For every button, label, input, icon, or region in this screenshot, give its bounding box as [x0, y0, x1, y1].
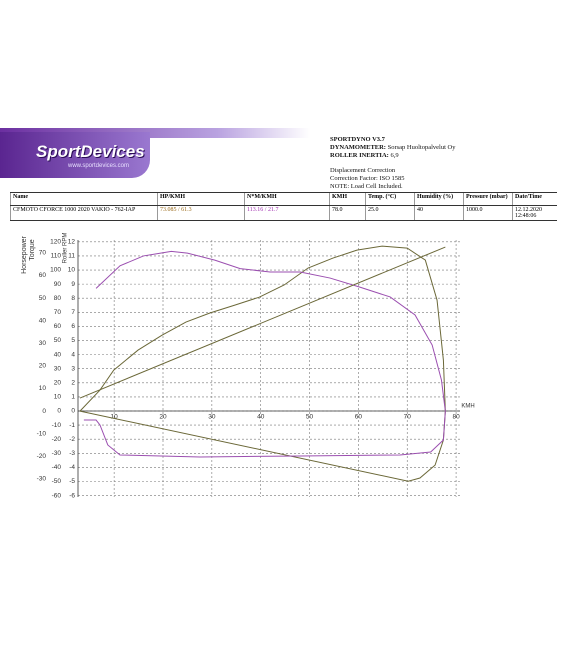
logo-bar: [0, 128, 310, 138]
x-tick-label: 20: [159, 414, 167, 421]
header-title: SPORTDYNO V3.7: [330, 136, 385, 143]
cell: CFMOTO CFORCE 1000 2020 VAKIO - 762-IAP: [10, 205, 158, 221]
header-note: Correction Factor: ISO 1585: [330, 175, 405, 182]
y2-tick-label: -20: [52, 436, 62, 443]
y2-tick-label: 100: [50, 267, 61, 274]
header: SPORTDYNO V3.7 DYNAMOMETER: Sorsap Huolt…: [330, 136, 455, 191]
y3-tick-label: 3: [71, 365, 75, 372]
y2-tick-label: -50: [52, 478, 62, 485]
y-tick-label: 70: [39, 250, 47, 257]
y2-tick-label: 0: [57, 408, 61, 415]
y2-tick-label: -40: [52, 464, 62, 471]
y-tick-label: 20: [39, 363, 47, 370]
y2-tick-label: 120: [50, 239, 61, 246]
header-value: Sorsap Huoltopalvelut Oy: [387, 144, 456, 151]
y2-tick-label: 70: [54, 309, 62, 316]
y3-tick-label: 7: [71, 309, 75, 316]
y2-tick-label: 50: [54, 337, 62, 344]
header-note: NOTE: Load Cell Included.: [330, 183, 403, 190]
y3-tick-label: -1: [69, 422, 75, 429]
x-tick-label: 10: [111, 414, 119, 421]
header-key: ROLLER INERTIA:: [330, 152, 389, 159]
logo: SportDevices www.sportdevices.com: [0, 128, 310, 180]
y-tick-label: 0: [42, 408, 46, 415]
y2-tick-label: -10: [52, 422, 62, 429]
y3-tick-label: 6: [71, 323, 75, 330]
cell: 78.0: [329, 205, 366, 221]
y3-tick-label: 8: [71, 295, 75, 302]
cell: 40: [414, 205, 464, 221]
y3-tick-label: 10: [68, 267, 76, 274]
y2-tick-label: 40: [54, 351, 62, 358]
y3-tick-label: -5: [69, 478, 75, 485]
y2-tick-label: -60: [52, 492, 62, 499]
data-line: [79, 246, 446, 399]
y3-tick-label: -4: [69, 464, 75, 471]
y-tick-label: 60: [39, 272, 47, 279]
y-tick-label: 30: [39, 340, 47, 347]
y3-tick-label: 11: [68, 253, 75, 260]
x-tick-label: 40: [257, 414, 265, 421]
data-line: [83, 250, 446, 458]
x-tick-label: 30: [208, 414, 216, 421]
y-tick-label: 10: [39, 385, 47, 392]
cell: 12.12.2020 12:48:06: [512, 205, 557, 221]
logo-url: www.sportdevices.com: [68, 163, 130, 169]
cell: 25.0: [365, 205, 415, 221]
cell: 113.16 / 21.7: [244, 205, 330, 221]
y3-tick-label: -3: [69, 450, 75, 457]
y2-tick-label: 90: [54, 281, 62, 288]
y3-tick-label: -2: [69, 436, 75, 443]
x-tick-label: 80: [452, 414, 460, 421]
y2-tick-label: -30: [52, 450, 62, 457]
cell: 1000.0: [463, 205, 513, 221]
y2-tick-label: 30: [54, 365, 62, 372]
logo-name: SportDevices: [36, 142, 145, 161]
y-tick-label: 50: [39, 295, 47, 302]
y3-tick-label: 5: [71, 337, 75, 344]
y2-tick-label: 80: [54, 295, 62, 302]
header-value: 6,9: [390, 152, 399, 159]
y3-tick-label: 4: [71, 351, 75, 358]
y3-tick-label: -6: [69, 492, 75, 499]
header-note: Displacement Correction: [330, 167, 396, 174]
table-row: CFMOTO CFORCE 1000 2020 VAKIO - 762-IAP …: [10, 205, 557, 221]
y3-tick-label: 9: [71, 281, 75, 288]
y3-tick-label: 2: [71, 380, 75, 387]
y2-axis-title: Torque: [29, 239, 36, 261]
y3-axis-title: Roller RPM: [63, 233, 69, 264]
y2-tick-label: 60: [54, 323, 62, 330]
y2-tick-label: 110: [51, 253, 62, 260]
header-key: DYNAMOMETER:: [330, 144, 386, 151]
x-axis-title: KMH: [461, 404, 474, 410]
y-tick-label: -10: [37, 430, 47, 437]
y-tick-label: -30: [37, 476, 47, 483]
x-tick-label: 70: [404, 414, 412, 421]
y3-tick-label: 12: [68, 239, 76, 246]
table-header: Name HP/KMH N*M/KMH KMH Temp. (°C) Humid…: [10, 192, 557, 206]
y-tick-label: -20: [37, 453, 47, 460]
y2-tick-label: 10: [54, 394, 62, 401]
y2-tick-label: 20: [54, 380, 62, 387]
logo-box: [0, 132, 150, 178]
info-table: Name HP/KMH N*M/KMH KMH Temp. (°C) Humid…: [10, 192, 557, 221]
y-axis-title: Horsepower: [21, 235, 28, 273]
data-line: [79, 245, 446, 482]
y3-tick-label: 0: [71, 408, 75, 415]
x-tick-label: 60: [355, 414, 363, 421]
cell: 73.085 / 61.3: [157, 205, 245, 221]
x-tick-label: 50: [306, 414, 314, 421]
y3-tick-label: 1: [71, 394, 75, 401]
y-tick-label: 40: [39, 317, 47, 324]
